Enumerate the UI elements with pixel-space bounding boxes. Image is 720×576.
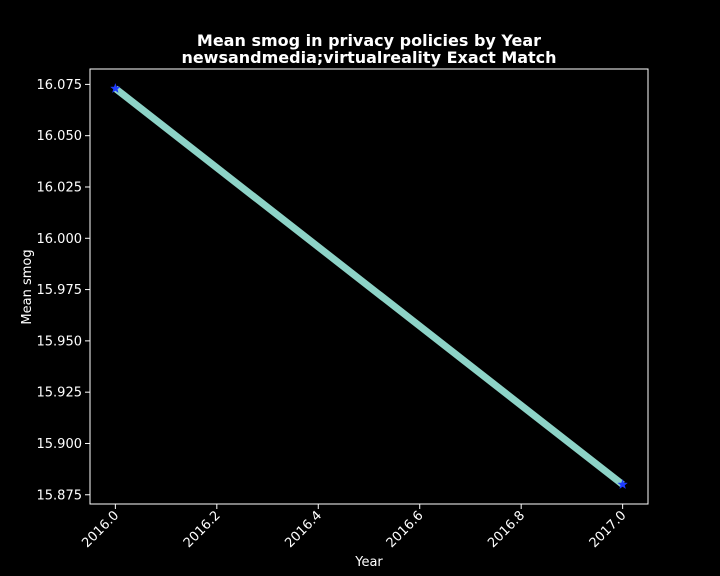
y-tick-label: 16.050 — [37, 129, 83, 144]
series-line — [113, 85, 625, 488]
chart-subtitle: newsandmedia;virtualreality Exact Match — [181, 48, 556, 67]
x-tick-label: 2016.6 — [384, 508, 427, 551]
y-tick-label: 15.875 — [37, 488, 83, 503]
x-tick-label: 2016.2 — [181, 508, 224, 551]
y-tick-label: 16.025 — [37, 180, 83, 195]
data-point-marker — [617, 479, 628, 489]
chart-title: Mean smog in privacy policies by Year — [197, 31, 541, 50]
y-tick-label: 15.900 — [37, 437, 83, 452]
plot-area-frame — [89, 68, 649, 505]
y-tick-label: 15.975 — [37, 283, 83, 298]
x-tick-label: 2017.0 — [587, 508, 630, 551]
x-axis: 2016.0 2016.2 2016.4 2016.6 2016.8 2017.0 — [79, 504, 629, 551]
y-tick-label: 16.075 — [37, 78, 83, 93]
y-tick-label: 15.925 — [37, 386, 83, 401]
series-layer — [110, 83, 628, 489]
x-axis-label: Year — [354, 555, 383, 570]
x-tick-label: 2016.8 — [485, 508, 528, 551]
y-axis: 15.875 15.900 15.925 15.950 15.975 16.000 16.0… — [37, 78, 90, 503]
y-axis-label: Mean smog — [20, 249, 35, 324]
y-tick-label: 15.950 — [37, 334, 83, 349]
y-tick-label: 16.000 — [37, 232, 83, 247]
data-point-marker — [110, 83, 121, 93]
x-tick-label: 2016.0 — [79, 508, 122, 551]
x-tick-label: 2016.4 — [282, 508, 325, 551]
